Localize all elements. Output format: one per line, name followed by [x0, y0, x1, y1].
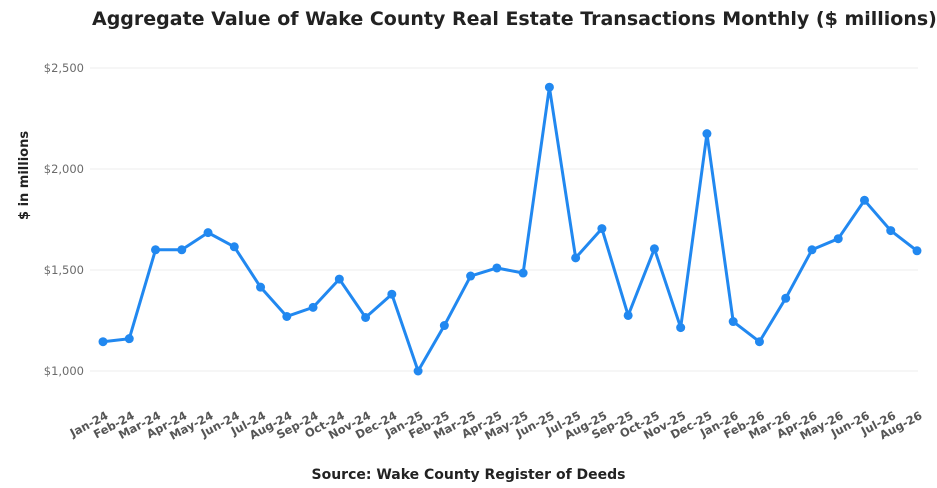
chart-title: Aggregate Value of Wake County Real Esta… [92, 8, 937, 30]
y-tick-label: $1,500 [44, 263, 84, 277]
data-point [544, 82, 554, 92]
data-point [623, 310, 633, 320]
data-point [229, 242, 239, 252]
data-point [781, 293, 791, 303]
data-point [676, 323, 686, 333]
data-point [702, 129, 712, 139]
data-point [203, 228, 213, 238]
data-point [334, 274, 344, 284]
data-point [492, 263, 502, 273]
data-point [361, 312, 371, 322]
data-point [308, 302, 318, 312]
data-point [177, 245, 187, 255]
data-point [912, 246, 922, 256]
y-tick-label: $2,500 [44, 61, 84, 75]
data-point [282, 311, 292, 321]
y-tick-label: $2,000 [44, 162, 84, 176]
data-point [754, 337, 764, 347]
data-point [466, 271, 476, 281]
data-point [649, 244, 659, 254]
data-point [833, 234, 843, 244]
data-point [807, 245, 817, 255]
data-point [387, 289, 397, 299]
data-point [728, 317, 738, 327]
data-point [439, 321, 449, 331]
data-point [151, 245, 161, 255]
data-point [98, 337, 108, 347]
data-point [859, 195, 869, 205]
x-axis-label: Source: Wake County Register of Deeds [311, 467, 626, 483]
data-point [571, 253, 581, 263]
series-line [101, 85, 919, 373]
data-point [518, 268, 528, 278]
data-point [597, 224, 607, 234]
data-point [256, 282, 266, 292]
data-point [124, 334, 134, 344]
data-point [413, 366, 423, 376]
y-tick-label: $1,000 [44, 364, 84, 378]
data-point [886, 226, 896, 236]
